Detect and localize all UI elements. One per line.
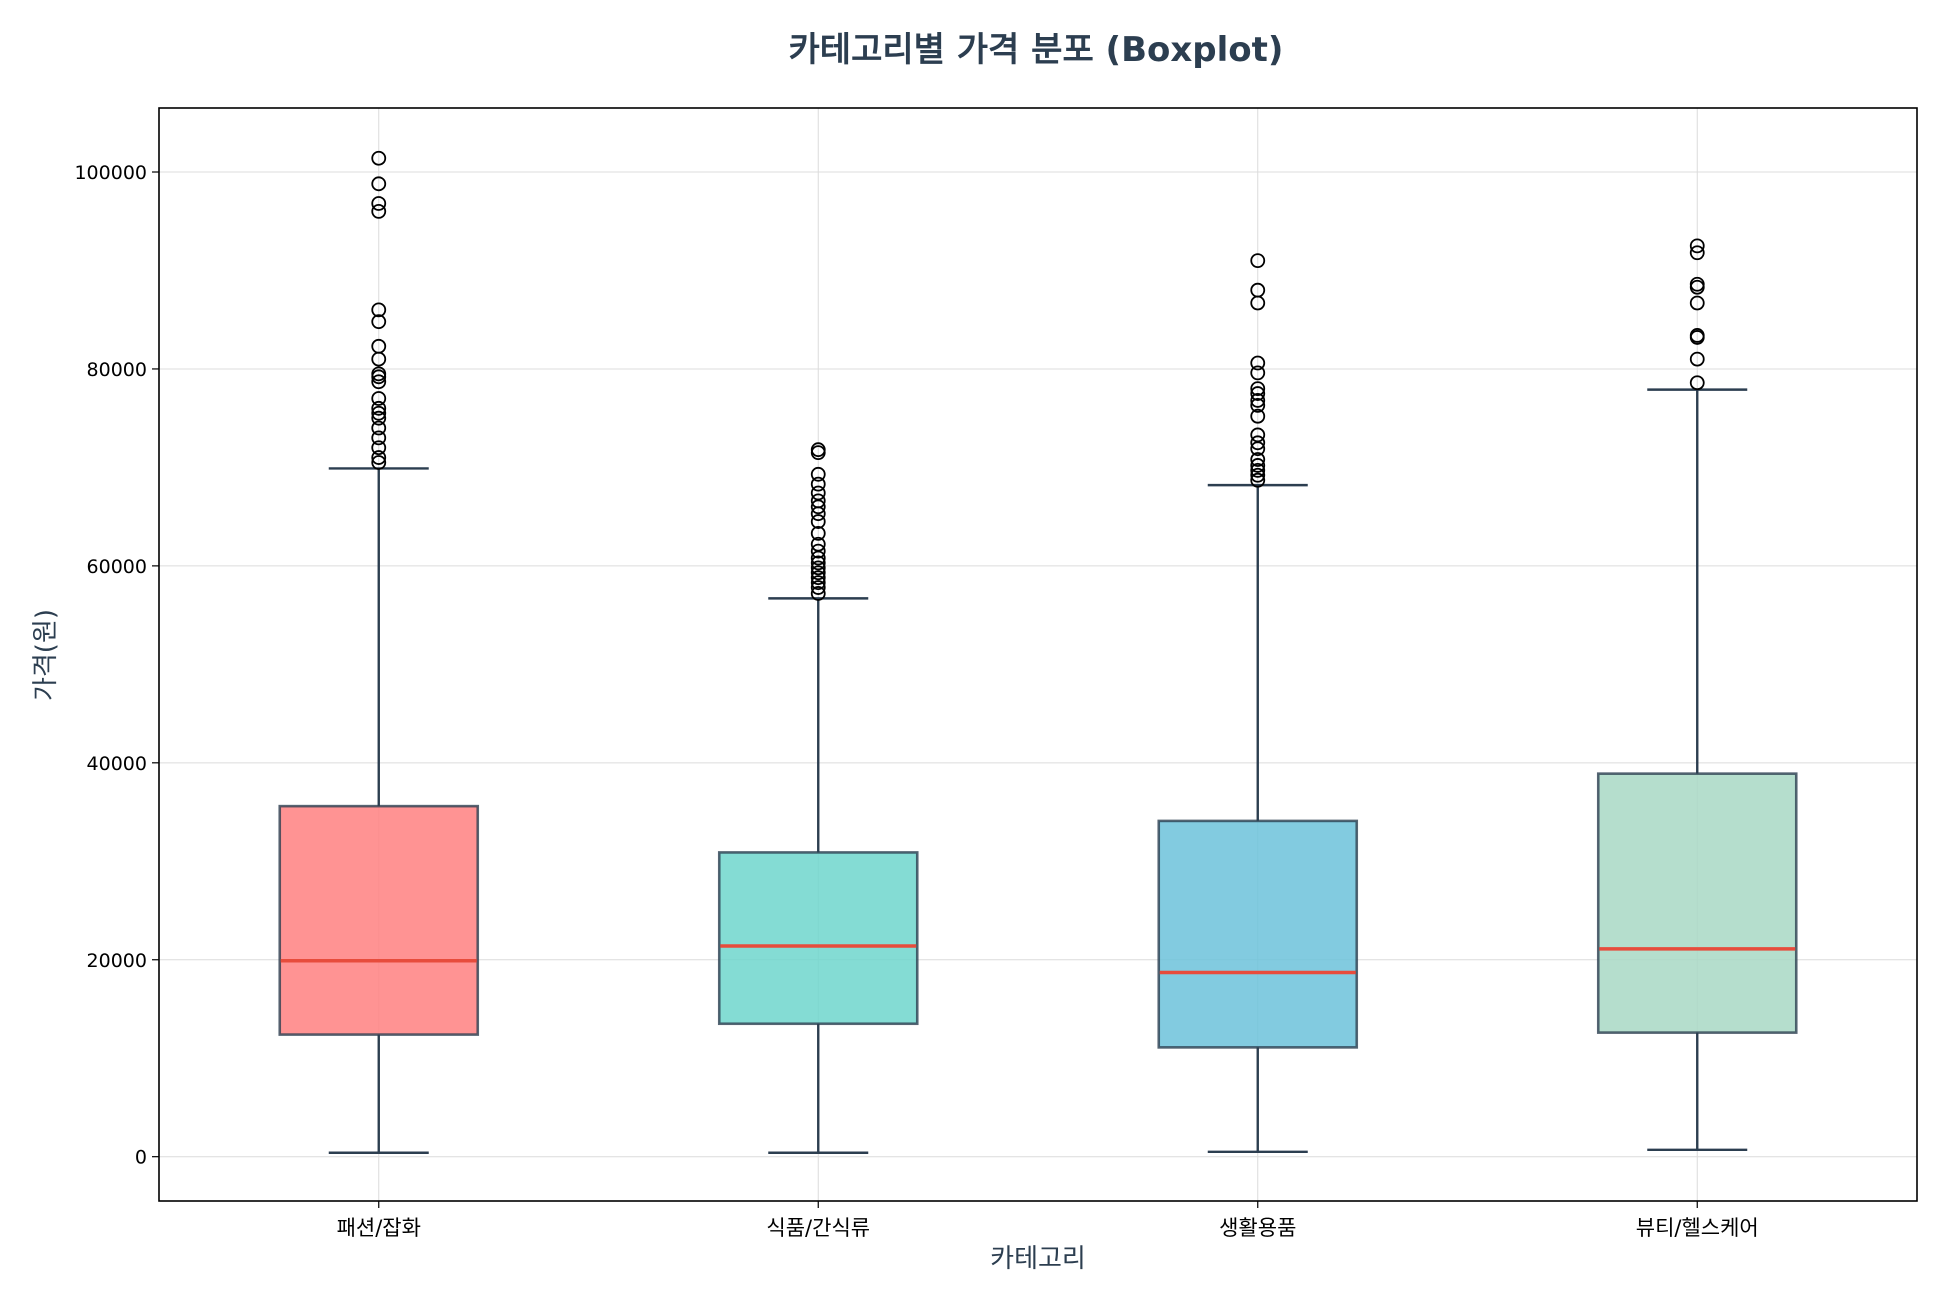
iqr-box	[717, 851, 919, 1026]
box-1	[717, 442, 919, 1154]
y-tick-label: 60000	[87, 556, 147, 578]
iqr-box	[278, 804, 480, 1036]
outlier-point	[371, 400, 387, 416]
outlier-point	[810, 565, 826, 581]
plot-frame	[158, 107, 1918, 1202]
y-tick-label: 20000	[87, 950, 147, 972]
outlier-point	[371, 302, 387, 318]
outlier-point	[371, 338, 387, 354]
outlier-point	[1689, 276, 1705, 292]
iqr-box	[1596, 772, 1798, 1034]
outlier-point	[371, 150, 387, 166]
outlier-point	[371, 203, 387, 219]
box-2	[1157, 253, 1359, 1153]
outlier-point	[371, 440, 387, 456]
chart-title: 카테고리별 가격 분포 (Boxplot)	[789, 30, 1284, 70]
outlier-point	[810, 485, 826, 501]
outlier-point	[371, 176, 387, 192]
outlier-point	[1250, 427, 1266, 443]
outlier-point	[1250, 355, 1266, 371]
outlier-point	[1250, 467, 1266, 483]
outlier-point	[1689, 238, 1705, 254]
outlier-point	[1250, 435, 1266, 451]
box-0	[278, 150, 480, 1154]
outlier-point	[810, 493, 826, 509]
y-tick-label: 80000	[87, 359, 147, 381]
x-tick-label: 식품/간식류	[766, 1216, 870, 1240]
outlier-point	[371, 314, 387, 330]
outlier-point	[1689, 295, 1705, 311]
x-tick-label: 생활용품	[1219, 1216, 1296, 1240]
x-axis-label: 카테고리	[990, 1244, 1086, 1274]
outlier-point	[810, 466, 826, 482]
boxes-group	[278, 150, 1798, 1154]
outlier-point	[371, 366, 387, 382]
outlier-point	[371, 420, 387, 436]
outlier-point	[1250, 458, 1266, 473]
outlier-point	[1250, 381, 1266, 397]
outlier-point	[1689, 245, 1705, 261]
outlier-point	[371, 410, 387, 426]
outlier-point	[1250, 393, 1266, 408]
outlier-point	[810, 476, 826, 492]
outlier-point	[810, 555, 826, 571]
outlier-point	[1250, 408, 1266, 424]
outlier-point	[810, 580, 826, 595]
y-axis-ticks: 0 20000 40000 60000 80000 100000	[74, 162, 159, 1169]
x-tick-label: 패션/잡화	[337, 1216, 421, 1240]
outlier-point	[1689, 328, 1705, 343]
outlier-point	[810, 525, 826, 541]
outlier-point	[371, 455, 387, 470]
outlier-point	[1250, 365, 1266, 381]
outlier-point	[1689, 351, 1705, 367]
grid-lines	[159, 108, 1917, 1201]
outlier-point	[810, 442, 826, 458]
iqr-box	[1157, 819, 1359, 1049]
outlier-point	[371, 196, 387, 211]
y-tick-label: 100000	[74, 162, 147, 184]
y-tick-label: 0	[135, 1147, 147, 1169]
outlier-point	[810, 586, 826, 601]
outlier-point	[810, 514, 826, 529]
outlier-point	[1250, 282, 1266, 298]
outlier-point	[371, 391, 387, 406]
y-axis-label: 가격(원)	[31, 609, 61, 701]
outlier-point	[371, 405, 387, 421]
outlier-point	[371, 430, 387, 446]
outlier-point	[371, 374, 387, 390]
x-tick-label: 뷰티/헬스케어	[1636, 1216, 1759, 1240]
outlier-point	[810, 575, 826, 591]
box-3	[1596, 238, 1798, 1151]
outlier-point	[1689, 375, 1705, 391]
outlier-point	[810, 570, 826, 586]
outlier-point	[1250, 462, 1266, 478]
x-axis-ticks: 패션/잡화 식품/간식류 생활용품 뷰티/헬스케어	[337, 1201, 1759, 1240]
outlier-point	[810, 560, 826, 576]
outlier-point	[371, 450, 387, 465]
outlier-point	[1250, 386, 1266, 401]
outlier-point	[810, 543, 826, 559]
outlier-point	[1250, 397, 1266, 413]
outlier-point	[1250, 253, 1266, 269]
outlier-point	[1250, 452, 1266, 467]
outlier-point	[1250, 472, 1266, 488]
y-tick-label: 40000	[87, 753, 147, 775]
outlier-point	[810, 536, 826, 552]
